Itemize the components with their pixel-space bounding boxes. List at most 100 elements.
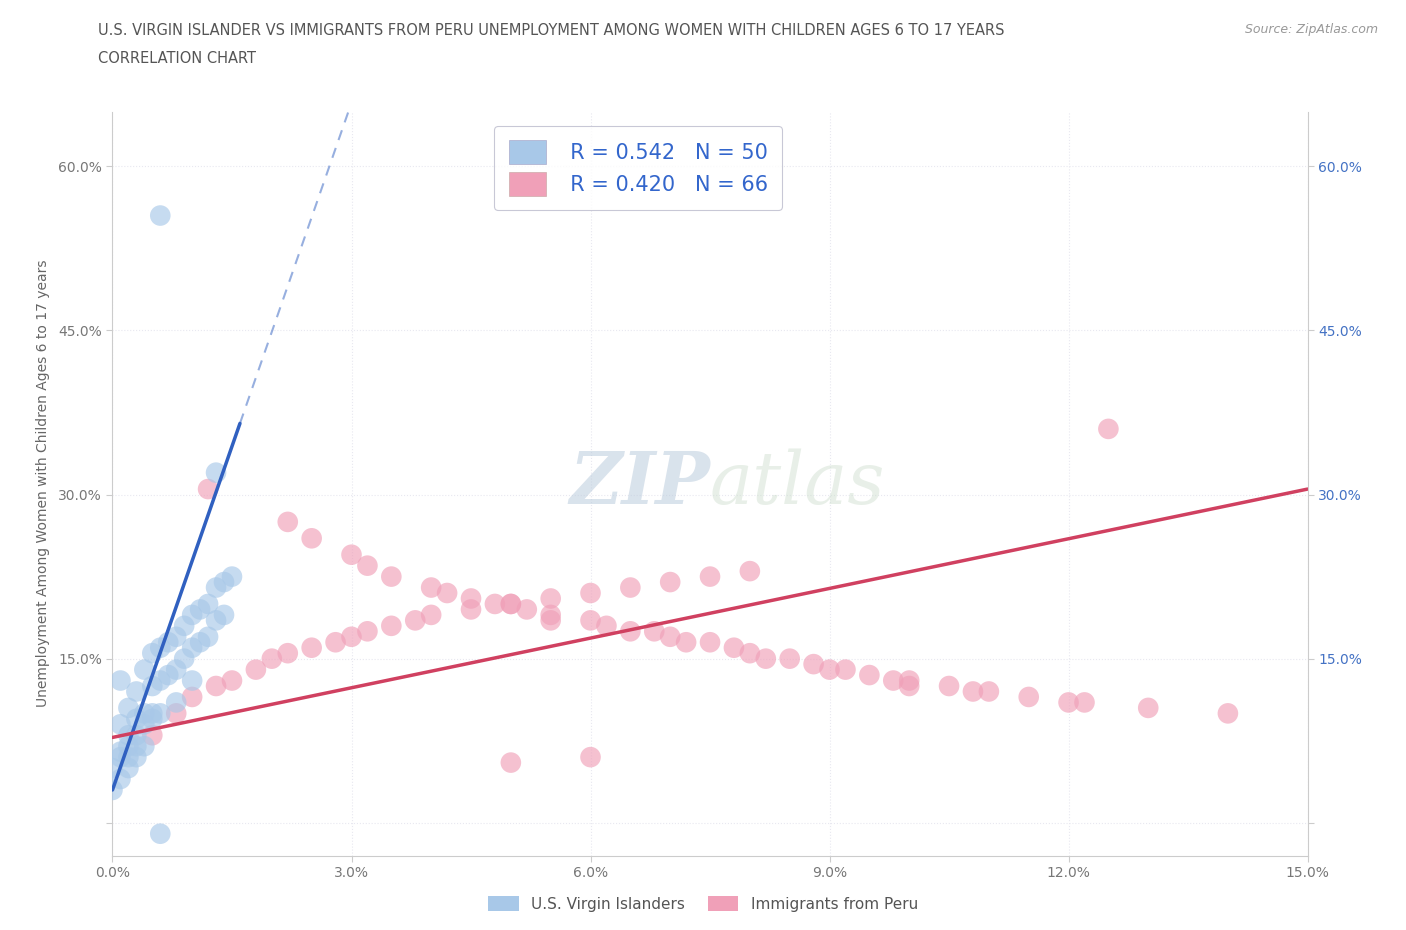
Point [165, 662, 187, 677]
Point [619, 624, 641, 639]
Point [325, 635, 347, 650]
Point [755, 651, 778, 666]
Point [212, 575, 235, 590]
Point [540, 613, 562, 628]
Point [181, 673, 204, 688]
Point [301, 531, 323, 546]
Point [110, 717, 132, 732]
Point [499, 596, 522, 611]
Point [460, 602, 482, 617]
Point [125, 728, 148, 743]
Point [818, 662, 841, 677]
Point [149, 673, 172, 688]
Point [125, 711, 148, 726]
Point [221, 673, 243, 688]
Point [619, 580, 641, 595]
Point [380, 618, 402, 633]
Point [738, 564, 761, 578]
Point [340, 630, 363, 644]
Point [245, 662, 267, 677]
Legend:   R = 0.542   N = 50,   R = 0.420   N = 66: R = 0.542 N = 50, R = 0.420 N = 66 [495, 126, 782, 210]
Point [205, 679, 228, 694]
Point [301, 640, 323, 655]
Point [212, 607, 235, 622]
Point [117, 728, 139, 743]
Point [1097, 421, 1119, 436]
Point [149, 208, 172, 223]
Text: ZIP: ZIP [569, 448, 710, 519]
Point [173, 651, 195, 666]
Point [277, 514, 299, 529]
Point [356, 624, 378, 639]
Point [173, 618, 195, 633]
Point [723, 640, 745, 655]
Point [125, 684, 148, 699]
Point [579, 750, 602, 764]
Point [1073, 695, 1095, 710]
Y-axis label: Unemployment Among Women with Children Ages 6 to 17 years: Unemployment Among Women with Children A… [37, 259, 49, 708]
Point [540, 607, 562, 622]
Point [205, 613, 228, 628]
Point [699, 569, 721, 584]
Point [436, 586, 458, 601]
Point [404, 613, 426, 628]
Point [277, 645, 299, 660]
Point [157, 635, 180, 650]
Point [117, 750, 139, 764]
Point [579, 586, 602, 601]
Point [141, 679, 163, 694]
Point [356, 558, 378, 573]
Point [101, 761, 124, 776]
Point [188, 635, 211, 650]
Point [898, 673, 921, 688]
Point [125, 738, 148, 753]
Point [205, 580, 228, 595]
Text: CORRELATION CHART: CORRELATION CHART [98, 51, 256, 66]
Point [699, 635, 721, 650]
Point [165, 695, 187, 710]
Point [134, 706, 156, 721]
Point [165, 706, 187, 721]
Point [420, 607, 443, 622]
Point [149, 826, 172, 841]
Point [484, 596, 506, 611]
Point [117, 761, 139, 776]
Point [197, 482, 219, 497]
Point [1216, 706, 1239, 721]
Point [149, 640, 172, 655]
Point [260, 651, 283, 666]
Text: U.S. VIRGIN ISLANDER VS IMMIGRANTS FROM PERU UNEMPLOYMENT AMONG WOMEN WITH CHILD: U.S. VIRGIN ISLANDER VS IMMIGRANTS FROM … [98, 23, 1005, 38]
Point [803, 657, 825, 671]
Point [181, 689, 204, 704]
Point [141, 728, 163, 743]
Point [134, 738, 156, 753]
Point [188, 602, 211, 617]
Point [141, 706, 163, 721]
Point [882, 673, 904, 688]
Point [141, 645, 163, 660]
Point [181, 607, 204, 622]
Legend: U.S. Virgin Islanders, Immigrants from Peru: U.S. Virgin Islanders, Immigrants from P… [482, 889, 924, 918]
Point [1057, 695, 1080, 710]
Point [516, 602, 538, 617]
Point [197, 630, 219, 644]
Point [643, 624, 665, 639]
Point [738, 645, 761, 660]
Point [181, 640, 204, 655]
Point [134, 662, 156, 677]
Point [149, 706, 172, 721]
Text: Source: ZipAtlas.com: Source: ZipAtlas.com [1244, 23, 1378, 36]
Point [499, 755, 522, 770]
Point [659, 575, 682, 590]
Point [938, 679, 960, 694]
Point [117, 700, 139, 715]
Text: atlas: atlas [710, 448, 886, 519]
Point [420, 580, 443, 595]
Point [110, 750, 132, 764]
Point [110, 673, 132, 688]
Point [101, 782, 124, 797]
Point [165, 630, 187, 644]
Point [157, 668, 180, 683]
Point [659, 630, 682, 644]
Point [834, 662, 856, 677]
